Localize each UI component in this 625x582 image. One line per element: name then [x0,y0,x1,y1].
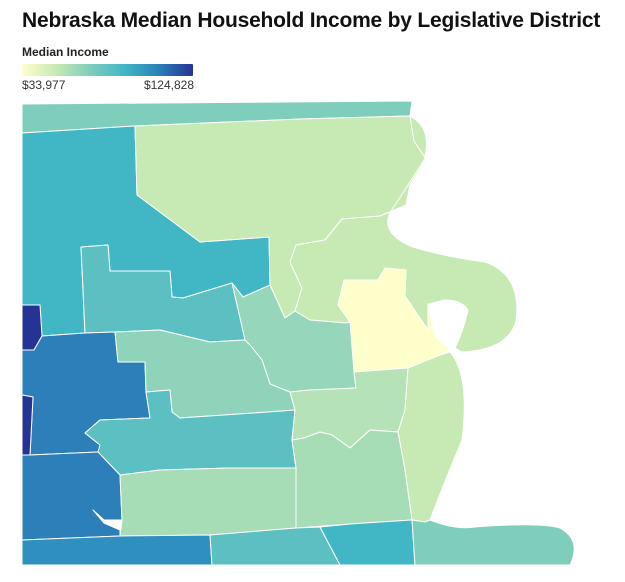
district-southwest-blue[interactable] [21,451,123,541]
legend-max-label: $124,828 [143,78,194,92]
color-legend: Median Income $33,977 $124,828 [22,45,194,94]
legend-gradient-bar [22,64,193,76]
map-title: Nebraska Median Household Income by Legi… [22,9,601,32]
legend-title: Median Income [22,45,109,59]
district-bottom-east[interactable] [411,519,575,566]
district-far-south[interactable] [119,467,297,537]
district-far-southwest[interactable] [21,534,213,566]
legend-min-label: $33,977 [22,78,66,92]
legend-labels: $33,977 $124,828 [22,78,194,94]
